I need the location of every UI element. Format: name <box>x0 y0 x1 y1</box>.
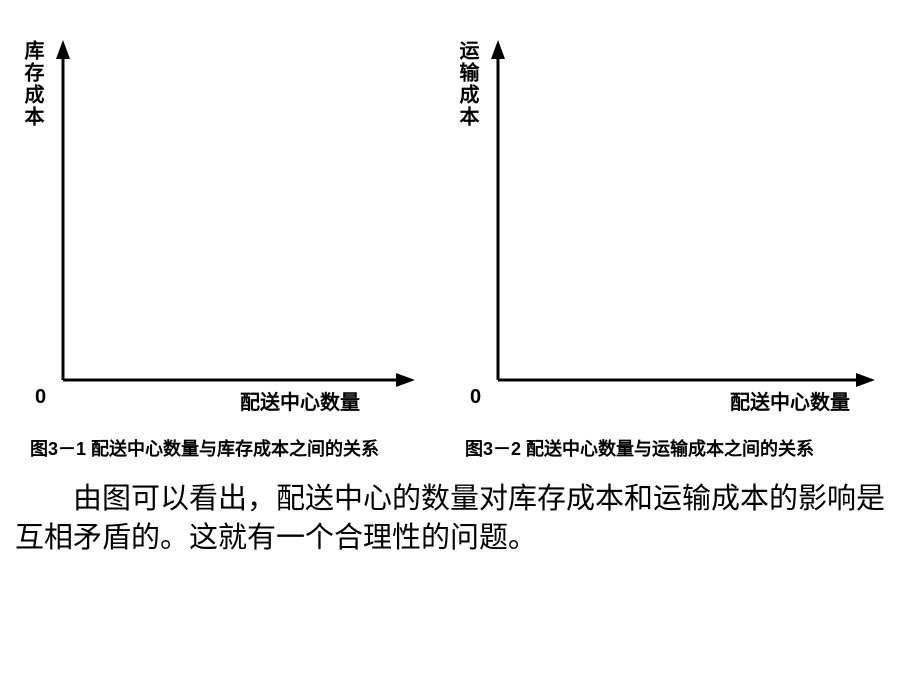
origin-label-right: 0 <box>470 386 481 409</box>
chart-right-axes <box>450 40 880 400</box>
x-axis-arrow-right <box>856 373 875 387</box>
x-axis-label-left: 配送中心数量 <box>240 386 360 415</box>
x-axis-label-right: 配送中心数量 <box>730 386 850 415</box>
y-axis-arrow-left <box>56 40 70 59</box>
y-axis-arrow-right <box>491 40 505 59</box>
y-axis-label-right: 运输成本 <box>453 40 482 128</box>
y-axis-label-left: 库存成本 <box>18 40 47 128</box>
body-paragraph: 由图可以看出，配送中心的数量对库存成本和运输成本的影响是互相矛盾的。这就有一个合… <box>0 405 920 558</box>
caption-left: 图3－1 配送中心数量与库存成本之间的关系 <box>30 435 379 461</box>
body-text: 由图可以看出，配送中心的数量对库存成本和运输成本的影响是互相矛盾的。这就有一个合… <box>15 483 885 554</box>
chart-left: 库存成本 0 配送中心数量 图3－1 配送中心数量与库存成本之间的关系 <box>15 40 450 405</box>
caption-right: 图3－2 配送中心数量与运输成本之间的关系 <box>465 435 814 461</box>
charts-row: 库存成本 0 配送中心数量 图3－1 配送中心数量与库存成本之间的关系 运输成本… <box>0 0 920 405</box>
x-axis-arrow-left <box>396 373 415 387</box>
chart-left-axes <box>15 40 415 400</box>
chart-right: 运输成本 0 配送中心数量 图3－2 配送中心数量与运输成本之间的关系 <box>450 40 910 405</box>
origin-label-left: 0 <box>35 386 46 409</box>
